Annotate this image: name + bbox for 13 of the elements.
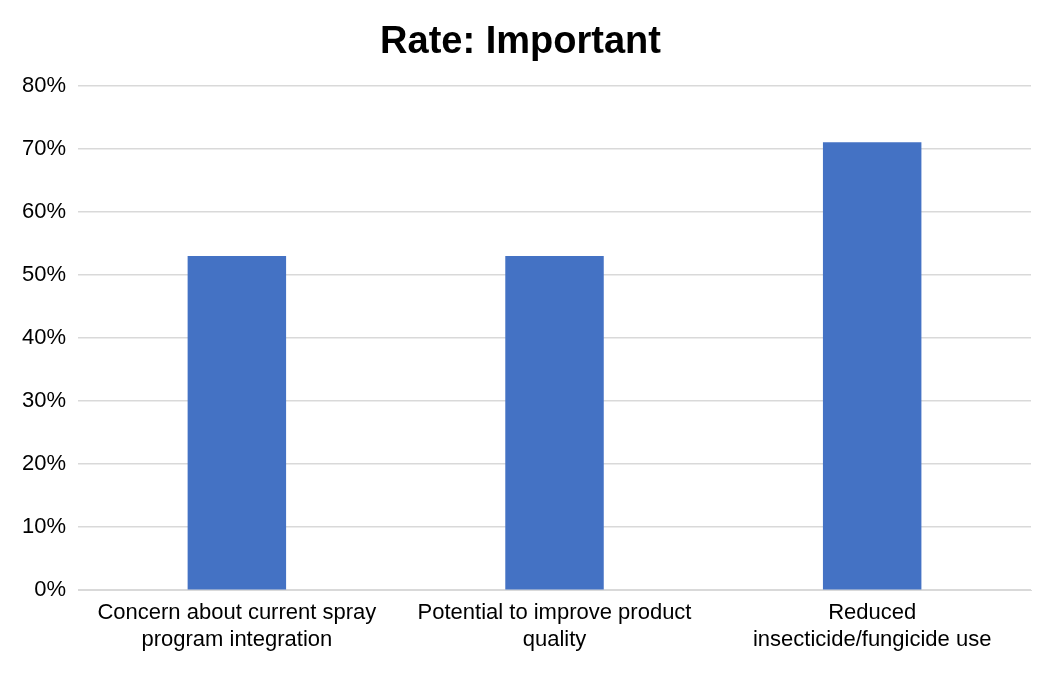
y-tick-label: 20% xyxy=(21,450,67,476)
chart-title: Rate: Important xyxy=(380,19,662,62)
x-tick-label: Reduced insecticide/fungicide use xyxy=(752,599,992,651)
y-tick-label: 50% xyxy=(21,260,67,286)
y-tick-label: 60% xyxy=(21,197,67,223)
x-tick-label: Concern about current spray program integration xyxy=(97,599,377,651)
y-tick-label: 80% xyxy=(21,71,67,97)
y-tick-label: 10% xyxy=(21,513,67,539)
y-tick-label: 70% xyxy=(21,134,67,160)
y-tick-label: 40% xyxy=(21,323,67,349)
y-tick-label: 30% xyxy=(21,387,67,413)
y-tick-label: 0% xyxy=(34,576,67,602)
x-tick-label: Potential to improve product quality xyxy=(417,599,692,651)
